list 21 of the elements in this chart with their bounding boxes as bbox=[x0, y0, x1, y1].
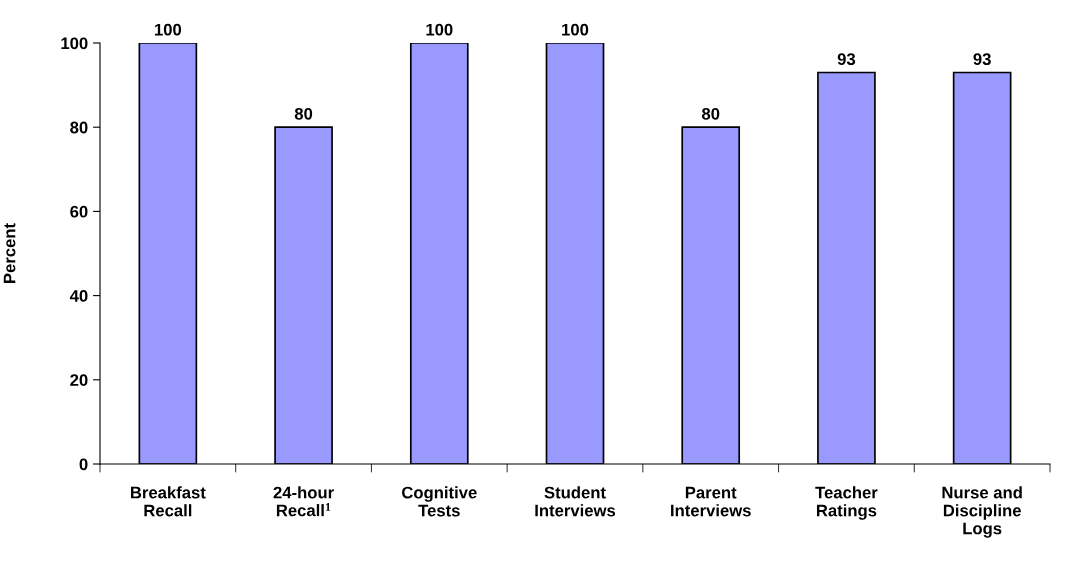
x-tick-label: Nurse and Discipline Logs bbox=[942, 486, 1022, 538]
y-tick-label: 20 bbox=[70, 374, 88, 386]
data-label: 80 bbox=[701, 107, 720, 120]
y-tick-label: 80 bbox=[70, 121, 88, 134]
x-tick-label: Teacher Ratings bbox=[815, 486, 878, 520]
x-tick-label: 24-hour Recall$^{1}$ bbox=[273, 486, 334, 517]
x-tick-label: Breakfast Recall bbox=[130, 486, 206, 517]
y-axis-title: Percent bbox=[3, 223, 16, 283]
data-label: 100 bbox=[155, 23, 182, 36]
y-tick-label: 0 bbox=[79, 458, 88, 471]
data-label: 93 bbox=[973, 53, 991, 66]
x-tick-label: Parent Interviews bbox=[671, 486, 751, 517]
data-label: 100 bbox=[426, 23, 453, 36]
y-tick-label: 100 bbox=[61, 37, 88, 50]
y-tick-label: 60 bbox=[70, 205, 88, 218]
data-label: 93 bbox=[837, 53, 856, 66]
y-tick-label: 40 bbox=[69, 290, 88, 302]
x-tick-label: Cognitive Tests bbox=[402, 486, 477, 517]
data-label: 100 bbox=[562, 23, 589, 36]
x-tick-label: Student Interviews bbox=[535, 486, 616, 517]
data-label: 80 bbox=[294, 107, 313, 120]
